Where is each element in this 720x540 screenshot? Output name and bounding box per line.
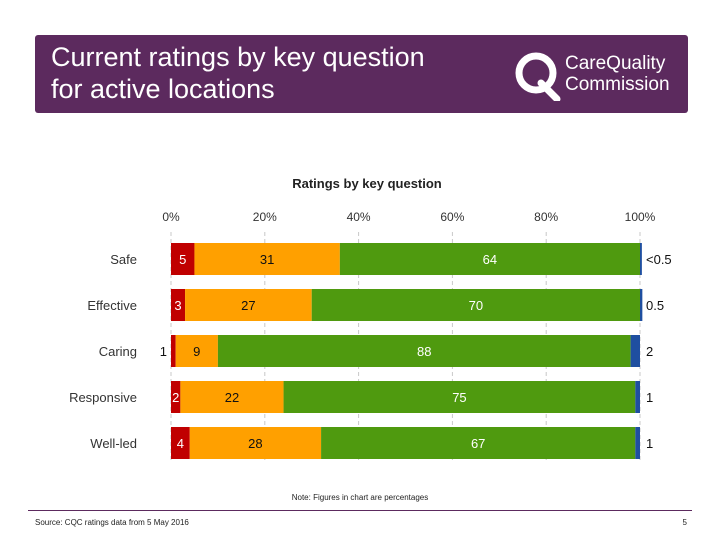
bar-segment bbox=[171, 243, 195, 275]
data-label: 88 bbox=[417, 344, 431, 359]
bar-segment bbox=[171, 335, 176, 367]
footer-divider bbox=[28, 510, 692, 511]
bar-segment bbox=[635, 427, 640, 459]
category-label: Caring bbox=[99, 344, 137, 359]
data-label: 0.5 bbox=[646, 298, 664, 313]
chart-title: Ratings by key question bbox=[292, 176, 442, 191]
data-label: <0.5 bbox=[646, 252, 672, 267]
logo-line-2: Commission bbox=[565, 74, 670, 95]
category-label: Responsive bbox=[69, 390, 137, 405]
bar-segment bbox=[321, 427, 636, 459]
bar-segment bbox=[171, 427, 190, 459]
bar-segment bbox=[630, 335, 640, 367]
bar-segment bbox=[180, 381, 284, 413]
x-tick-label: 80% bbox=[534, 210, 558, 224]
category-label: Well-led bbox=[90, 436, 137, 451]
bar-segment bbox=[175, 335, 218, 367]
data-label: 2 bbox=[172, 390, 179, 405]
data-label: 1 bbox=[160, 344, 167, 359]
x-tick-label: 40% bbox=[347, 210, 371, 224]
page-title-line-2: for active locations bbox=[51, 74, 275, 104]
logo-line-1: CareQuality bbox=[565, 53, 666, 74]
data-label: 1 bbox=[646, 390, 653, 405]
source-note: Source: CQC ratings data from 5 May 2016 bbox=[35, 518, 189, 527]
x-tick-label: 0% bbox=[162, 210, 180, 224]
bar-segment bbox=[171, 289, 186, 321]
x-tick-label: 60% bbox=[440, 210, 464, 224]
bar-segment bbox=[283, 381, 636, 413]
data-label: 4 bbox=[177, 436, 184, 451]
data-label: 31 bbox=[260, 252, 274, 267]
bar-segment bbox=[171, 381, 181, 413]
data-label: 70 bbox=[469, 298, 483, 313]
bar-segment bbox=[185, 289, 312, 321]
page-title-line-1: Current ratings by key question bbox=[51, 42, 425, 72]
chart-note: Note: Figures in chart are percentages bbox=[291, 493, 429, 502]
category-label: Effective bbox=[87, 298, 137, 313]
bar-segment bbox=[640, 289, 643, 321]
data-label: 28 bbox=[248, 436, 262, 451]
data-label: 27 bbox=[241, 298, 255, 313]
data-label: 64 bbox=[483, 252, 497, 267]
page-number: 5 bbox=[682, 518, 687, 527]
x-tick-label: 100% bbox=[625, 210, 656, 224]
bar-segment bbox=[635, 381, 640, 413]
data-label: 75 bbox=[452, 390, 466, 405]
bar-segment bbox=[189, 427, 322, 459]
title-banner: Current ratings by key question for acti… bbox=[35, 35, 688, 113]
x-tick-label: 20% bbox=[253, 210, 277, 224]
bar-segment bbox=[194, 243, 340, 275]
data-label: 5 bbox=[179, 252, 186, 267]
cqc-logo-text: CareQuality Commission bbox=[565, 53, 670, 95]
data-label: 22 bbox=[225, 390, 239, 405]
bar-segment bbox=[640, 243, 642, 275]
data-label: 67 bbox=[471, 436, 485, 451]
data-label: 9 bbox=[193, 344, 200, 359]
data-label: 1 bbox=[646, 436, 653, 451]
cqc-logo: CareQuality Commission bbox=[513, 49, 683, 103]
data-label: 2 bbox=[646, 344, 653, 359]
bar-segment bbox=[311, 289, 640, 321]
cqc-q-icon bbox=[515, 52, 561, 103]
category-label: Safe bbox=[110, 252, 137, 267]
data-label: 3 bbox=[174, 298, 181, 313]
bar-segment bbox=[339, 243, 640, 275]
page-title: Current ratings by key question for acti… bbox=[51, 41, 491, 105]
bar-segment bbox=[217, 335, 631, 367]
